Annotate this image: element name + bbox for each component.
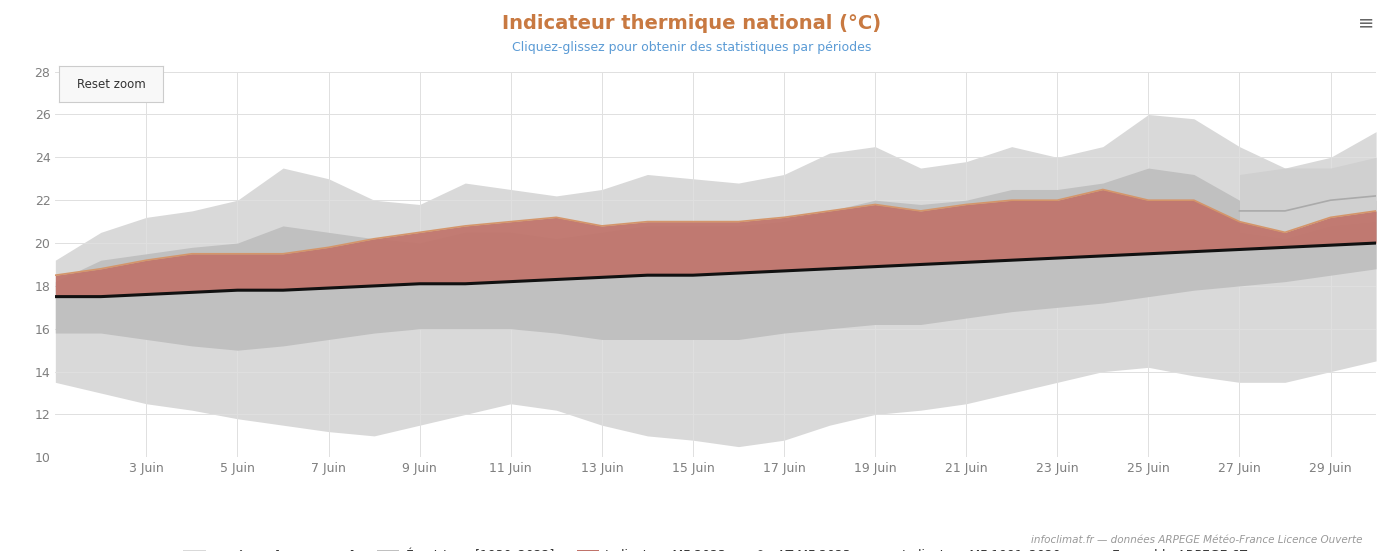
Text: Indicateur thermique national (°C): Indicateur thermique national (°C) [502,14,881,33]
Text: Reset zoom: Reset zoom [77,78,145,90]
Text: Cliquez-glissez pour obtenir des statistiques par périodes: Cliquez-glissez pour obtenir des statist… [512,41,871,55]
Legend: Extrêmes [1930–2022], Écart-type [1930–2022], Indicateur MF 2023, ΔT MF 2023, In: Extrêmes [1930–2022], Écart-type [1930–2… [178,542,1253,551]
Text: infoclimat.fr — données ARPEGE Météo-France Licence Ouverte: infoclimat.fr — données ARPEGE Météo-Fra… [1030,536,1362,545]
Text: ≡: ≡ [1358,14,1375,33]
